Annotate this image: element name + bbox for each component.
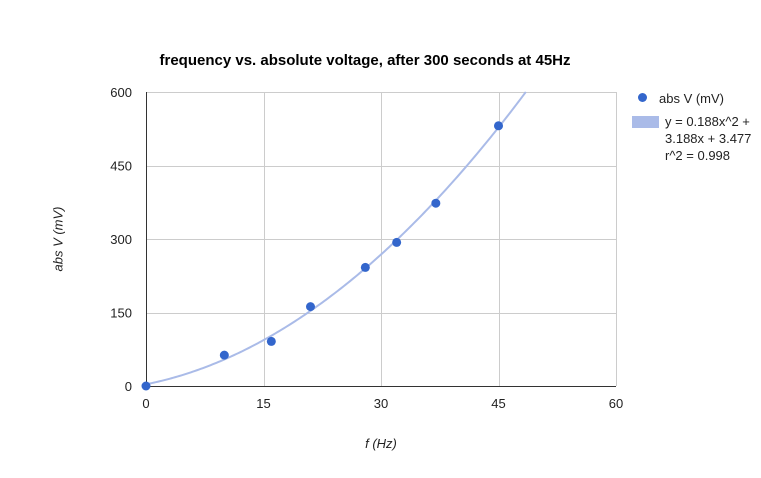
legend-marker-dot: [638, 93, 647, 102]
legend: abs V (mV) y = 0.188x^2 + 3.188x + 3.477…: [632, 90, 757, 170]
y-tick-label: 450: [110, 159, 132, 174]
x-tick-label: 0: [142, 396, 149, 411]
y-axis-label: abs V (mV): [50, 206, 66, 272]
data-point: [141, 381, 151, 391]
data-point: [219, 350, 229, 360]
x-tick-labels: 0 15 30 45 60: [142, 396, 623, 411]
y-tick-label: 300: [110, 232, 132, 247]
trendline-layer: [145, 91, 527, 386]
y-tick-labels: 0 150 300 450 600: [110, 85, 132, 394]
legend-item-trendline[interactable]: y = 0.188x^2 + 3.188x + 3.477 r^2 = 0.99…: [632, 113, 757, 164]
x-tick-label: 60: [609, 396, 623, 411]
y-tick-label: 150: [110, 306, 132, 321]
legend-trendline-label: y = 0.188x^2 + 3.188x + 3.477 r^2 = 0.99…: [665, 113, 757, 164]
x-axis-label: f (Hz): [365, 436, 397, 451]
trendline-equation: y = 0.188x^2 + 3.188x + 3.477: [665, 114, 752, 146]
x-tick-label: 30: [374, 396, 388, 411]
data-point: [360, 262, 370, 272]
data-points: [141, 121, 503, 391]
grid-lines: [146, 92, 617, 387]
data-point: [494, 121, 503, 131]
trendline-r-squared: r^2 = 0.998: [665, 148, 731, 163]
y-tick-label: 600: [110, 85, 132, 100]
data-point: [266, 336, 276, 346]
trendline-curve: [145, 91, 527, 386]
legend-item-series[interactable]: abs V (mV): [632, 90, 757, 107]
data-point: [306, 302, 315, 312]
chart-title: frequency vs. absolute voltage, after 30…: [159, 52, 571, 69]
x-tick-label: 15: [256, 396, 270, 411]
legend-marker-trendline: [632, 116, 659, 128]
data-point: [392, 237, 402, 247]
y-tick-label: 0: [125, 379, 132, 394]
data-point: [431, 198, 441, 208]
legend-series-label: abs V (mV): [659, 91, 725, 106]
x-tick-label: 45: [491, 396, 505, 411]
